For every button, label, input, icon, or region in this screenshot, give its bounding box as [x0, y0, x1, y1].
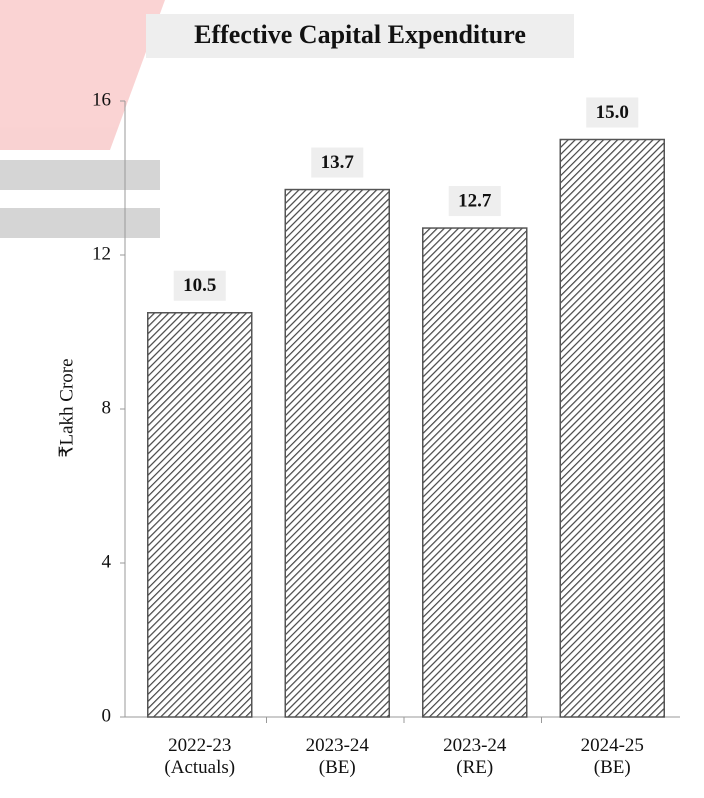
y-tick-label: 4	[102, 551, 112, 572]
x-tick-label: 2023-24 (BE)	[305, 735, 369, 778]
x-tick-label: 2024-25 (BE)	[580, 735, 644, 778]
y-tick-label: 16	[92, 89, 111, 110]
value-label: 13.7	[321, 152, 355, 173]
value-label-box	[311, 147, 364, 178]
title-box	[146, 14, 574, 58]
x-tick-label: 2022-23 (Actuals)	[164, 735, 236, 778]
value-label: 10.5	[183, 275, 216, 296]
y-axis-label: ₹Lakh Crore	[56, 358, 77, 457]
value-label-box	[448, 186, 501, 217]
value-label: 12.7	[458, 190, 492, 211]
y-tick-label: 0	[102, 705, 112, 726]
bar	[284, 188, 390, 718]
bar	[422, 227, 528, 718]
y-tick-label: 8	[102, 397, 112, 418]
watermark	[0, 0, 165, 238]
value-label-box	[586, 97, 639, 128]
x-tick-label: 2023-24 (RE)	[443, 735, 507, 778]
y-tick-label: 12	[92, 243, 111, 264]
bar	[147, 312, 253, 718]
value-label-box	[173, 270, 226, 301]
value-label: 15.0	[596, 102, 629, 123]
chart-title: Effective Capital Expenditure	[194, 20, 526, 49]
bar	[559, 138, 665, 718]
